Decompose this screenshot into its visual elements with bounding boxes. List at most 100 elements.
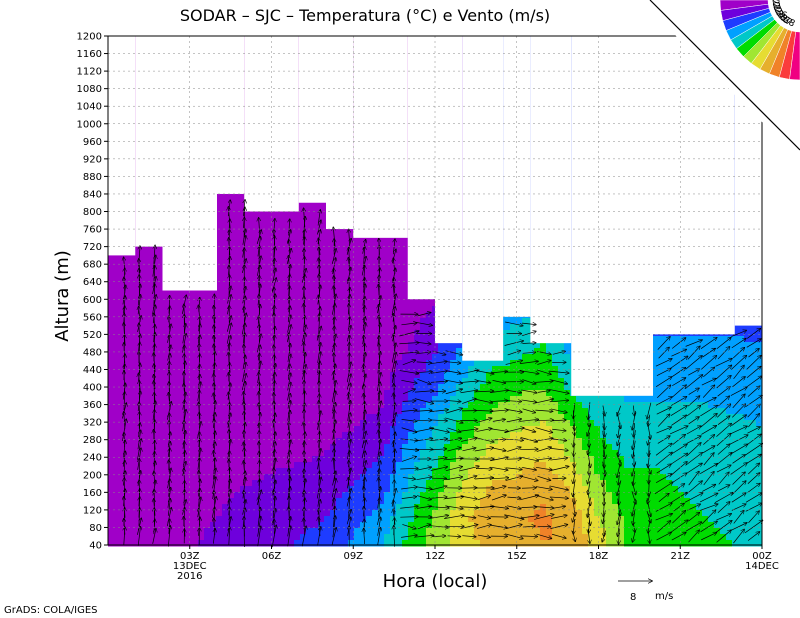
field-cell [156, 408, 163, 415]
field-cell [330, 450, 337, 457]
field-cell [126, 378, 133, 385]
field-cell [144, 402, 151, 409]
field-cell [444, 432, 451, 439]
field-cell [252, 348, 259, 355]
field-cell [402, 312, 409, 319]
field-cell [396, 252, 403, 259]
field-cell [402, 504, 409, 511]
field-cell [330, 438, 337, 445]
field-cell [318, 402, 325, 409]
field-cell [360, 252, 367, 259]
field-cell [450, 474, 457, 481]
field-cell [324, 330, 331, 337]
field-cell [372, 264, 379, 271]
field-cell [246, 462, 253, 469]
field-cell [420, 348, 427, 355]
field-cell [258, 222, 265, 229]
field-cell [270, 348, 277, 355]
field-cell [198, 348, 205, 355]
field-cell [240, 534, 247, 541]
field-cell [444, 528, 451, 535]
field-cell [156, 438, 163, 445]
field-cell [276, 474, 283, 481]
field-cell [258, 510, 265, 517]
field-cell [240, 456, 247, 463]
field-cell [126, 282, 133, 289]
field-cell [354, 300, 361, 307]
field-cell [216, 450, 223, 457]
field-cell [288, 288, 295, 295]
field-cell [222, 288, 229, 295]
field-cell [228, 222, 235, 229]
field-cell [336, 246, 343, 253]
field-cell [186, 408, 193, 415]
field-cell [288, 360, 295, 367]
field-cell [318, 516, 325, 523]
field-cell [402, 438, 409, 445]
field-cell [246, 258, 253, 265]
field-cell [402, 252, 409, 259]
field-cell [114, 480, 121, 487]
field-cell [186, 456, 193, 463]
field-cell [408, 492, 415, 499]
field-cell [378, 384, 385, 391]
field-cell [246, 420, 253, 427]
field-cell [138, 414, 145, 421]
field-cell [348, 318, 355, 325]
field-cell [420, 468, 427, 475]
field-cell [210, 336, 217, 343]
field-cell [402, 528, 409, 535]
field-cell [234, 378, 241, 385]
field-cell [168, 390, 175, 397]
field-cell [456, 372, 463, 379]
field-cell [252, 336, 259, 343]
field-cell [318, 384, 325, 391]
field-cell [378, 330, 385, 337]
field-cell [126, 354, 133, 361]
field-cell [354, 384, 361, 391]
field-cell [210, 306, 217, 313]
field-cell [246, 348, 253, 355]
field-cell [414, 366, 421, 373]
field-cell [390, 408, 397, 415]
field-cell [342, 348, 349, 355]
field-cell [294, 522, 301, 529]
field-cell [336, 378, 343, 385]
field-cell [204, 492, 211, 499]
field-cell [444, 540, 451, 547]
field-cell [348, 492, 355, 499]
field-cell [264, 534, 271, 541]
field-cell [402, 492, 409, 499]
field-cell [156, 324, 163, 331]
field-cell [354, 426, 361, 433]
field-cell [120, 288, 127, 295]
field-cell [444, 474, 451, 481]
field-cell [162, 486, 169, 493]
field-cell [402, 330, 409, 337]
field-cell [258, 366, 265, 373]
field-cell [294, 270, 301, 277]
field-cell [282, 294, 289, 301]
field-cell [234, 522, 241, 529]
field-cell [264, 348, 271, 355]
field-cell [138, 510, 145, 517]
field-cell [354, 444, 361, 451]
field-cell [384, 348, 391, 355]
field-cell [264, 318, 271, 325]
field-cell [276, 342, 283, 349]
field-cell [342, 486, 349, 493]
field-cell [312, 414, 319, 421]
field-cell [180, 534, 187, 541]
field-cell [312, 420, 319, 427]
field-cell [246, 438, 253, 445]
field-cell [414, 492, 421, 499]
field-cell [294, 432, 301, 439]
field-cell [312, 360, 319, 367]
field-cell [282, 414, 289, 421]
field-cell [312, 354, 319, 361]
field-cell [354, 438, 361, 445]
field-cell [204, 306, 211, 313]
field-cell [438, 444, 445, 451]
field-cell [336, 318, 343, 325]
field-cell [294, 420, 301, 427]
